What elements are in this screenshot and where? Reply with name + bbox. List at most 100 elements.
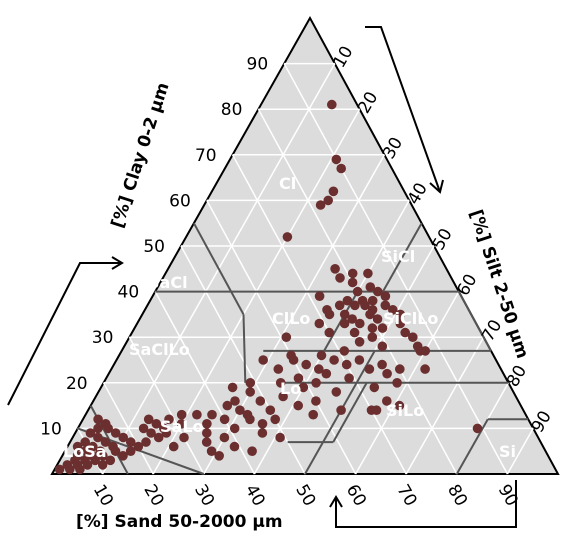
data-point — [229, 423, 240, 434]
data-point — [347, 314, 358, 324]
data-point — [118, 451, 128, 461]
data-point — [344, 373, 354, 384]
data-point — [245, 414, 255, 425]
class-label-lo: Lo — [280, 379, 301, 398]
data-point — [230, 396, 240, 406]
class-label-silo: SiLo — [386, 401, 424, 420]
class-boundary — [193, 222, 245, 315]
class-boundary — [242, 314, 247, 383]
data-point — [365, 309, 375, 320]
data-point — [93, 414, 103, 425]
data-points — [54, 99, 483, 475]
data-point — [315, 200, 326, 210]
sand-tick-label: 90 — [494, 481, 522, 510]
data-point — [146, 428, 156, 438]
sand-tick-label: 40 — [241, 481, 269, 510]
data-point — [202, 419, 212, 429]
data-point — [85, 428, 96, 438]
data-point — [369, 382, 380, 393]
clay-tick-label: 40 — [118, 283, 140, 303]
data-point — [202, 428, 212, 438]
data-point — [229, 441, 240, 452]
class-label-cl: Cl — [279, 174, 296, 193]
data-point — [176, 419, 187, 429]
class-label-salo: SaLo — [160, 417, 204, 436]
sand-tick-label: 80 — [443, 481, 471, 510]
data-point — [400, 327, 411, 338]
data-point — [88, 441, 98, 452]
sand-tick-label: 10 — [89, 481, 117, 510]
data-point — [382, 396, 392, 406]
clay-tick-label: 20 — [66, 374, 88, 394]
data-point — [377, 323, 388, 333]
data-point — [367, 323, 378, 333]
data-point — [311, 378, 321, 388]
sand-tick-label: 30 — [190, 481, 218, 510]
data-point — [327, 99, 337, 110]
data-point — [420, 364, 430, 374]
data-point — [324, 327, 335, 338]
sand-arrow-icon — [329, 480, 517, 528]
data-point — [354, 355, 365, 365]
data-point — [336, 163, 347, 174]
data-point — [179, 432, 189, 443]
clay-tick-label: 80 — [221, 100, 243, 120]
data-point — [335, 273, 345, 283]
data-point — [367, 332, 378, 343]
data-point — [65, 464, 75, 475]
data-point — [278, 391, 288, 402]
data-point — [395, 309, 406, 320]
data-point — [80, 437, 90, 447]
data-point — [54, 464, 65, 475]
class-label-sacllo: SaClLo — [129, 340, 190, 359]
data-point — [339, 318, 350, 329]
data-point — [331, 387, 342, 397]
data-point — [380, 291, 391, 302]
data-point — [192, 409, 202, 420]
data-point — [311, 396, 321, 406]
clay-tick-label: 90 — [247, 55, 269, 75]
data-point — [365, 282, 376, 292]
data-point — [151, 419, 162, 429]
grid-line — [231, 154, 407, 475]
data-point — [227, 382, 238, 393]
grid-line — [405, 336, 485, 475]
data-point — [314, 364, 324, 374]
data-point — [349, 327, 360, 338]
data-point — [255, 396, 266, 406]
data-point — [371, 405, 382, 416]
sand-tick-label: 70 — [392, 481, 420, 510]
data-point — [331, 154, 342, 165]
data-point — [98, 451, 108, 461]
data-point — [275, 378, 286, 388]
sand-tick-label: 50 — [291, 481, 319, 510]
data-point — [288, 355, 299, 365]
data-point — [153, 432, 164, 443]
data-point — [293, 400, 304, 411]
data-point — [93, 432, 103, 443]
data-point — [380, 300, 391, 311]
data-point — [347, 277, 358, 288]
data-point — [341, 359, 352, 370]
data-point — [245, 378, 256, 388]
data-point — [125, 446, 136, 457]
data-point — [118, 432, 128, 443]
clay-axis-label: [%] Clay 0-2 µm — [108, 80, 174, 230]
clay-tick-label: 50 — [143, 237, 165, 257]
data-point — [126, 437, 136, 447]
data-point — [143, 414, 154, 425]
data-point — [275, 432, 285, 443]
data-point — [97, 460, 108, 470]
data-point — [334, 300, 345, 311]
grid-line — [203, 154, 386, 475]
data-point — [110, 446, 121, 457]
clay-tick-label: 10 — [40, 419, 62, 439]
data-point — [235, 405, 245, 416]
clay-arrow-icon — [7, 256, 124, 406]
data-point — [281, 332, 292, 343]
clay-tick-label: 60 — [169, 191, 191, 211]
data-point — [164, 414, 174, 425]
class-boundary — [455, 418, 489, 475]
data-point — [141, 437, 151, 447]
data-point — [323, 195, 334, 206]
